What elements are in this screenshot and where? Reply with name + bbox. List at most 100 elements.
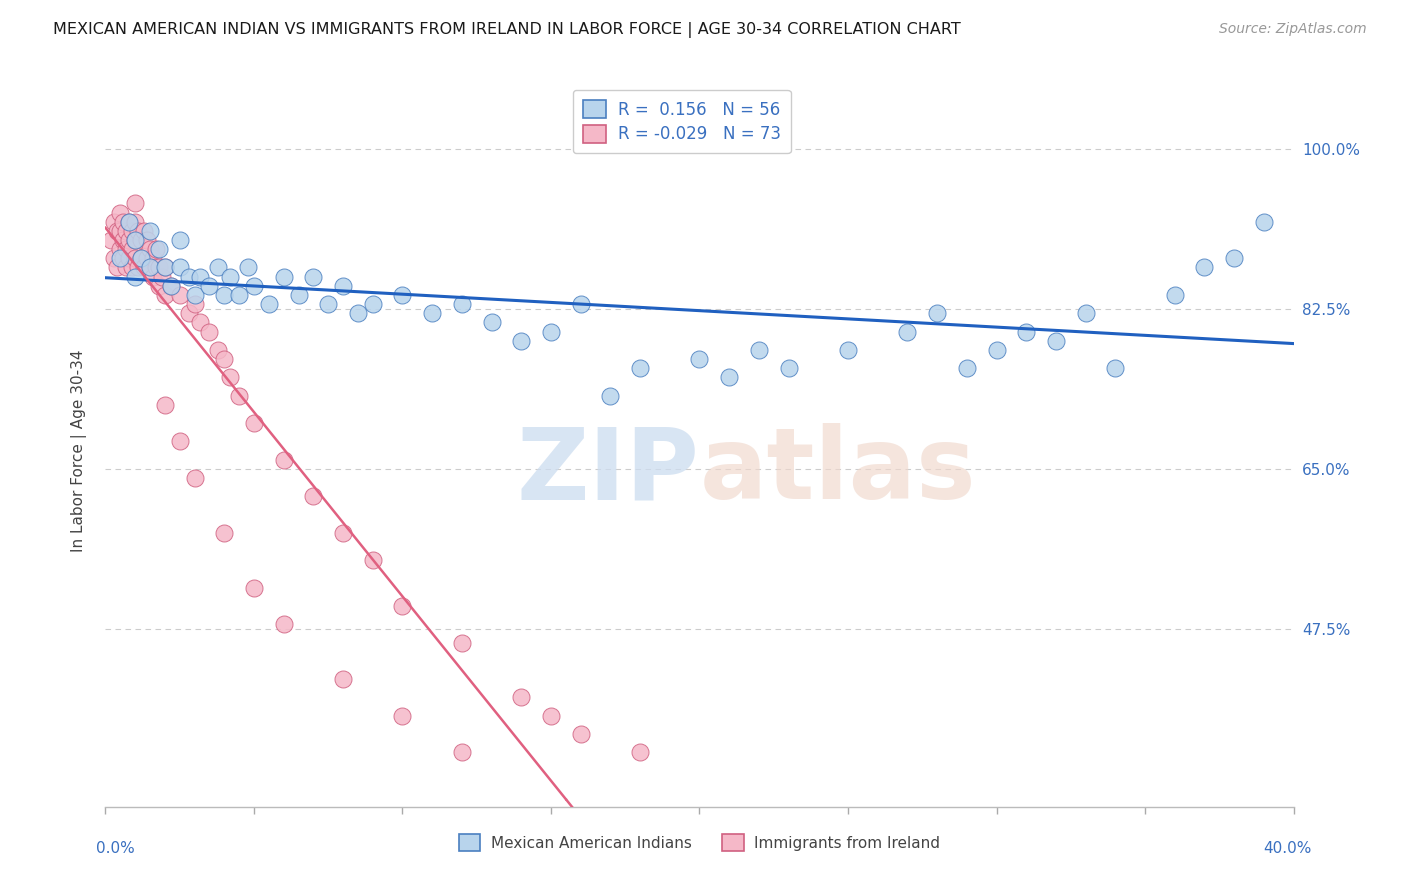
Point	[110, 242, 132, 256]
Point	[142, 269, 165, 284]
Point	[927, 306, 949, 320]
Point	[569, 297, 592, 311]
Point	[105, 224, 128, 238]
Point	[139, 224, 162, 238]
Point	[599, 388, 621, 402]
Point	[145, 260, 167, 275]
Point	[153, 260, 176, 275]
Point	[136, 252, 159, 266]
Point	[219, 269, 242, 284]
Point	[118, 252, 141, 266]
Point	[273, 269, 295, 284]
Point	[169, 233, 191, 247]
Point	[748, 343, 770, 357]
Point	[121, 242, 143, 256]
Point	[121, 260, 143, 275]
Point	[214, 351, 236, 366]
Point	[257, 297, 280, 311]
Point	[100, 233, 122, 247]
Point	[190, 269, 212, 284]
Point	[956, 361, 979, 376]
Point	[115, 260, 138, 275]
Point	[124, 196, 146, 211]
Point	[540, 325, 562, 339]
Point	[391, 288, 413, 302]
Point	[214, 525, 236, 540]
Point	[153, 398, 176, 412]
Point	[112, 215, 135, 229]
Point	[361, 553, 384, 567]
Point	[183, 471, 205, 485]
Point	[129, 233, 152, 247]
Point	[1015, 325, 1038, 339]
Point	[127, 260, 149, 275]
Point	[115, 224, 138, 238]
Point	[153, 260, 176, 275]
Point	[214, 288, 236, 302]
Point	[103, 252, 125, 266]
Point	[332, 525, 354, 540]
Point	[198, 325, 221, 339]
Point	[124, 215, 146, 229]
Legend: Mexican American Indians, Immigrants from Ireland: Mexican American Indians, Immigrants fro…	[450, 825, 949, 860]
Point	[112, 252, 135, 266]
Point	[236, 260, 259, 275]
Point	[169, 288, 191, 302]
Point	[1253, 215, 1275, 229]
Point	[105, 260, 128, 275]
Point	[837, 343, 859, 357]
Point	[112, 233, 135, 247]
Point	[103, 215, 125, 229]
Point	[129, 252, 152, 266]
Point	[124, 269, 146, 284]
Point	[273, 452, 295, 467]
Point	[391, 599, 413, 613]
Point	[1223, 252, 1246, 266]
Point	[177, 269, 200, 284]
Point	[986, 343, 1008, 357]
Point	[159, 278, 181, 293]
Point	[243, 581, 266, 595]
Point	[169, 434, 191, 449]
Text: atlas: atlas	[700, 424, 976, 520]
Point	[148, 242, 170, 256]
Point	[169, 260, 191, 275]
Point	[153, 288, 176, 302]
Point	[177, 306, 200, 320]
Text: 40.0%: 40.0%	[1264, 841, 1312, 856]
Text: MEXICAN AMERICAN INDIAN VS IMMIGRANTS FROM IRELAND IN LABOR FORCE | AGE 30-34 CO: MEXICAN AMERICAN INDIAN VS IMMIGRANTS FR…	[53, 22, 962, 38]
Point	[159, 278, 181, 293]
Y-axis label: In Labor Force | Age 30-34: In Labor Force | Age 30-34	[70, 349, 87, 552]
Point	[207, 343, 229, 357]
Point	[510, 690, 533, 705]
Point	[118, 233, 141, 247]
Point	[689, 351, 711, 366]
Point	[287, 288, 309, 302]
Point	[207, 260, 229, 275]
Point	[124, 233, 146, 247]
Point	[302, 489, 325, 503]
Point	[139, 260, 162, 275]
Point	[628, 361, 651, 376]
Point	[391, 708, 413, 723]
Point	[540, 708, 562, 723]
Point	[1164, 288, 1187, 302]
Point	[332, 278, 354, 293]
Text: ZIP: ZIP	[516, 424, 700, 520]
Point	[190, 315, 212, 329]
Point	[361, 297, 384, 311]
Point	[332, 672, 354, 686]
Point	[1104, 361, 1126, 376]
Point	[1045, 334, 1067, 348]
Text: Source: ZipAtlas.com: Source: ZipAtlas.com	[1219, 22, 1367, 37]
Point	[118, 215, 141, 229]
Point	[1194, 260, 1216, 275]
Point	[142, 252, 165, 266]
Point	[243, 278, 266, 293]
Point	[219, 370, 242, 384]
Point	[139, 242, 162, 256]
Point	[420, 306, 443, 320]
Point	[510, 334, 533, 348]
Point	[110, 252, 132, 266]
Point	[347, 306, 370, 320]
